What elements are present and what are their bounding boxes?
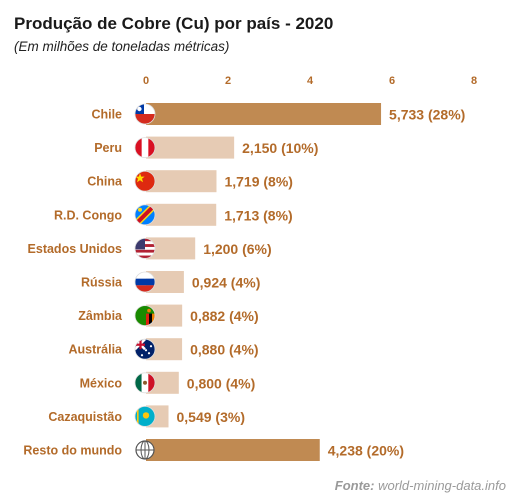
flag-russia-icon (134, 271, 156, 293)
category-label: México (80, 376, 123, 390)
category-label: Peru (94, 141, 122, 155)
category-label: R.D. Congo (54, 208, 122, 222)
source-label: Fonte: (334, 478, 375, 493)
bar (146, 304, 183, 327)
bar (146, 203, 217, 226)
source-note: Fonte: world-mining-data.info (335, 478, 506, 493)
category-label: Rússia (81, 276, 123, 290)
category-label: Chile (91, 108, 122, 122)
bar-row: Resto do mundo 4,238 (20%) (23, 439, 404, 461)
bar (146, 271, 184, 293)
value-label: 5,733 (28%) (389, 107, 465, 123)
value-label: 0,924 (4%) (192, 275, 260, 291)
bar-row: Zâmbia 0,882 (4%) (78, 304, 259, 327)
value-label: 0,880 (4%) (190, 342, 258, 358)
bar-row: México 0,800 (4%) (80, 371, 255, 394)
x-tick-label: 8 (471, 75, 477, 87)
bar-row: Cazaquistão 0,549 (3%) (48, 405, 245, 428)
chart-subtitle: (Em milhões de toneladas métricas) (14, 39, 230, 54)
value-label: 1,200 (6%) (203, 241, 271, 257)
bar (146, 237, 196, 260)
bar (146, 371, 179, 394)
category-label: Zâmbia (78, 309, 123, 323)
category-label: Resto do mundo (23, 444, 122, 458)
bar (146, 103, 382, 125)
x-tick-label: 2 (225, 75, 231, 87)
bar (146, 136, 235, 159)
value-label: 1,719 (8%) (224, 174, 292, 190)
bar-row: Chile 5,733 (28%) (91, 103, 465, 125)
bar (146, 338, 183, 361)
flag-peru-icon (134, 137, 156, 159)
flag-mexico-icon (134, 372, 156, 394)
category-label: China (87, 175, 123, 189)
chart-title: Produção de Cobre (Cu) por país - 2020 (14, 14, 334, 33)
value-label: 2,150 (10%) (242, 140, 318, 156)
flag-zambia-icon (134, 305, 156, 327)
bar (146, 439, 320, 461)
globe-icon (135, 440, 155, 460)
x-tick-label: 6 (389, 75, 395, 87)
value-label: 4,238 (20%) (328, 443, 404, 459)
value-label: 0,800 (4%) (187, 375, 255, 391)
source-text: world-mining-data.info (374, 478, 506, 493)
x-tick-label: 0 (143, 75, 149, 87)
bar (146, 170, 217, 193)
flag-chile-icon (134, 103, 156, 125)
category-label: Estados Unidos (28, 242, 123, 256)
flag-kazakhstan-icon (134, 405, 156, 427)
bar-row: Peru 2,150 (10%) (94, 136, 318, 159)
bar-row: Rússia 0,924 (4%) (81, 271, 260, 293)
category-label: Cazaquistão (48, 410, 122, 424)
x-axis-ticks: 0 2 4 6 8 (143, 75, 477, 87)
flag-china-icon (134, 170, 156, 192)
bar-row: R.D. Congo 1,713 (8%) (54, 203, 293, 226)
bar-row: Austrália 0,880 (4%) (69, 338, 259, 361)
value-label: 0,882 (4%) (190, 308, 258, 324)
value-label: 0,549 (3%) (177, 409, 245, 425)
category-label: Austrália (69, 343, 124, 357)
bar-row: Estados Unidos 1,200 (6%) (28, 237, 272, 260)
flag-australia-icon (134, 338, 156, 360)
value-label: 1,713 (8%) (224, 207, 292, 223)
x-tick-label: 4 (307, 75, 314, 87)
bar-row: China 1,719 (8%) (87, 170, 293, 193)
flag-usa-icon (134, 237, 156, 259)
